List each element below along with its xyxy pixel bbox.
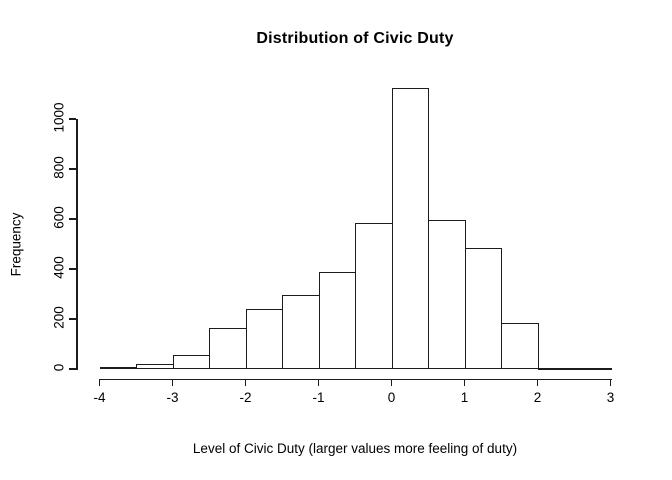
histogram-bar bbox=[391, 87, 430, 369]
x-axis-tick bbox=[463, 378, 466, 386]
histogram-bar bbox=[464, 247, 503, 369]
x-axis-label: Level of Civic Duty (larger values more … bbox=[192, 441, 518, 456]
x-tick-label: -1 bbox=[312, 390, 325, 405]
x-axis-tick bbox=[244, 378, 247, 386]
x-axis-tick bbox=[390, 378, 393, 386]
histogram-bar bbox=[501, 322, 539, 369]
x-tick-label: 0 bbox=[387, 390, 396, 405]
histogram-bar bbox=[428, 220, 466, 369]
x-axis-tick bbox=[171, 378, 174, 386]
x-axis-tick bbox=[317, 378, 320, 386]
x-tick-label: 1 bbox=[460, 390, 469, 405]
x-tick-label: -2 bbox=[239, 390, 252, 405]
histogram-bar bbox=[282, 295, 320, 369]
y-axis-line bbox=[76, 119, 78, 370]
x-tick-label: 2 bbox=[533, 390, 542, 405]
histogram-bar bbox=[355, 222, 393, 369]
x-axis-line bbox=[99, 378, 612, 380]
x-axis-tick bbox=[98, 378, 101, 386]
y-tick-label: 1000 bbox=[51, 102, 67, 133]
y-axis-tick bbox=[69, 218, 76, 220]
y-axis-tick bbox=[69, 268, 76, 270]
x-tick-label: -4 bbox=[93, 390, 106, 405]
histogram-bar bbox=[537, 367, 576, 370]
histogram-bar bbox=[99, 367, 138, 369]
y-axis-tick bbox=[69, 118, 76, 120]
y-axis-tick bbox=[69, 368, 76, 370]
histogram-bar bbox=[318, 271, 357, 369]
histogram-bar bbox=[136, 363, 174, 369]
x-axis-tick bbox=[609, 378, 612, 386]
chart-title: Distribution of Civic Duty bbox=[256, 30, 454, 47]
x-axis-tick bbox=[536, 378, 539, 386]
x-tick-label: 3 bbox=[606, 390, 615, 405]
histogram-bar bbox=[245, 308, 284, 369]
x-tick-label: -3 bbox=[166, 390, 179, 405]
histogram-bar bbox=[172, 355, 211, 369]
y-axis-tick bbox=[69, 318, 76, 320]
histogram-bar bbox=[574, 367, 612, 370]
histogram-bar bbox=[209, 327, 247, 369]
y-axis-tick bbox=[69, 168, 76, 170]
